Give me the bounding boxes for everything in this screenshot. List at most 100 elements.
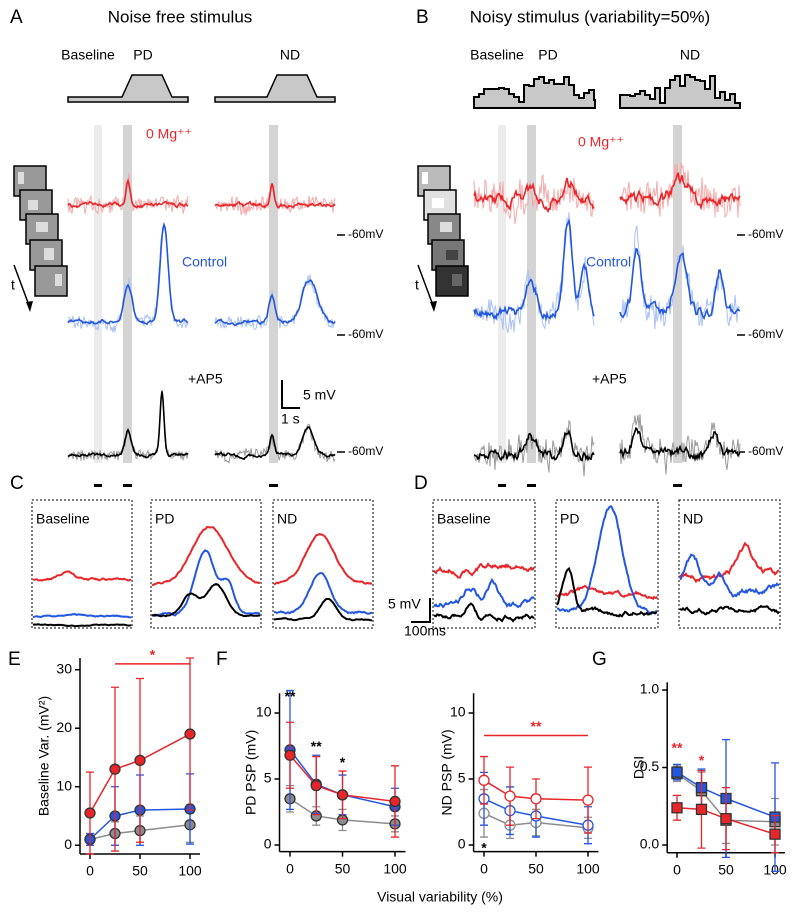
trace [473, 177, 595, 214]
x-tick-label: 0 [286, 860, 294, 876]
marker [671, 802, 683, 814]
zoom-trace [32, 613, 132, 619]
y-tick-label: 10 [450, 704, 466, 720]
zoom-trace [32, 623, 132, 628]
window [123, 125, 132, 463]
panel-label: G [592, 649, 607, 670]
y-axis-label: ND PSP (mV) [439, 729, 455, 815]
rest-label: -60mV [348, 444, 383, 458]
significance-mark: * [150, 647, 156, 663]
trace [619, 426, 741, 462]
zoom-trace [151, 582, 261, 618]
time-arrow-head [430, 301, 437, 312]
x-axis-label: Visual variability (%) [377, 889, 503, 905]
condition-label: 0 Mg⁺⁺ [578, 134, 624, 150]
marker [530, 793, 542, 805]
chart: 0 10 20 30 0 50 100 Baseline Var. (mV²) * [36, 647, 202, 879]
trace-spread [473, 173, 595, 225]
x-tick-label: 50 [335, 860, 351, 876]
zoom-trace [433, 577, 535, 609]
marker [504, 790, 516, 802]
zoom-trace [556, 584, 658, 601]
zoom-trace [433, 602, 535, 623]
marker [769, 828, 781, 840]
condition-label: Control [586, 254, 631, 270]
trace-spread [619, 162, 741, 218]
stim-bars [18, 172, 462, 286]
trace [67, 221, 189, 326]
panel-title: Noisy stimulus (variability=50%) [470, 7, 710, 26]
y-axis-label: Baseline Var. (mV²) [36, 696, 52, 816]
rest-label: -60mV [348, 227, 383, 241]
panel-label: F [216, 649, 228, 670]
stim-label: PD [133, 47, 152, 63]
marker [134, 754, 146, 767]
y-tick-label: 10 [256, 704, 272, 720]
zoom-trace [679, 604, 780, 616]
scale-label: 5 mV [388, 596, 421, 612]
scale-label: 1 s [281, 411, 300, 427]
box-label: PD [560, 511, 579, 527]
stim-label: Baseline [61, 47, 115, 63]
series-line [89, 808, 191, 840]
marker [478, 774, 490, 786]
time-label: t [415, 277, 419, 293]
series-line [483, 812, 589, 829]
trace [214, 279, 336, 327]
significance-mark: * [340, 754, 346, 770]
marker [109, 763, 121, 775]
significance-mark: ** [672, 740, 683, 756]
marker [671, 766, 683, 778]
marker [695, 803, 708, 815]
y-tick-label: 10 [56, 777, 72, 793]
series-line [676, 773, 776, 823]
window-markers [94, 484, 682, 487]
trace-spread [67, 389, 189, 462]
texts: A B C D E F G Noise free stimulus Noisy … [8, 7, 783, 670]
marker [336, 789, 349, 801]
zoom-trace [556, 566, 658, 618]
box-label: Baseline [437, 511, 491, 527]
y-tick-label: 20 [56, 719, 72, 735]
y-axis-label: DSI [631, 756, 647, 779]
series-line [89, 733, 191, 814]
stimulus [619, 74, 741, 109]
zoom-boxes [31, 499, 781, 629]
condition-label: +AP5 [188, 371, 223, 387]
scale-bar [281, 380, 300, 409]
stimulus [473, 76, 596, 109]
y-axis-label: PD PSP (mV) [243, 730, 259, 815]
series-line [676, 807, 776, 835]
stim-label: ND [280, 47, 300, 63]
zoom-trace [32, 570, 132, 582]
x-tick-label: 100 [576, 860, 600, 876]
y-tick-label: 0.5 [640, 758, 660, 774]
y-tick-label: 5 [264, 770, 272, 786]
series-line [676, 771, 776, 818]
series-line [483, 798, 589, 826]
window [269, 125, 278, 463]
box-label: Baseline [36, 511, 90, 527]
rest-ticks [337, 234, 745, 453]
window [498, 125, 506, 463]
time-arrow [13, 264, 31, 309]
x-tick-label: 100 [383, 860, 407, 876]
trace [67, 177, 189, 209]
y-tick-label: 0 [64, 836, 72, 852]
trace [619, 247, 741, 320]
rest-label: -60mV [748, 327, 783, 341]
y-tick-label: 0.0 [640, 836, 660, 852]
panel-label: A [10, 7, 23, 28]
y-tick-label: 0 [264, 836, 272, 852]
window [94, 125, 102, 463]
condition-label: 0 Mg⁺⁺ [146, 126, 192, 142]
zoom-trace [679, 541, 780, 584]
trace [67, 391, 189, 459]
significance-mark: * [481, 840, 487, 856]
x-tick-label: 0 [480, 860, 488, 876]
panel-label: D [414, 473, 428, 494]
significance-mark: * [699, 752, 705, 768]
